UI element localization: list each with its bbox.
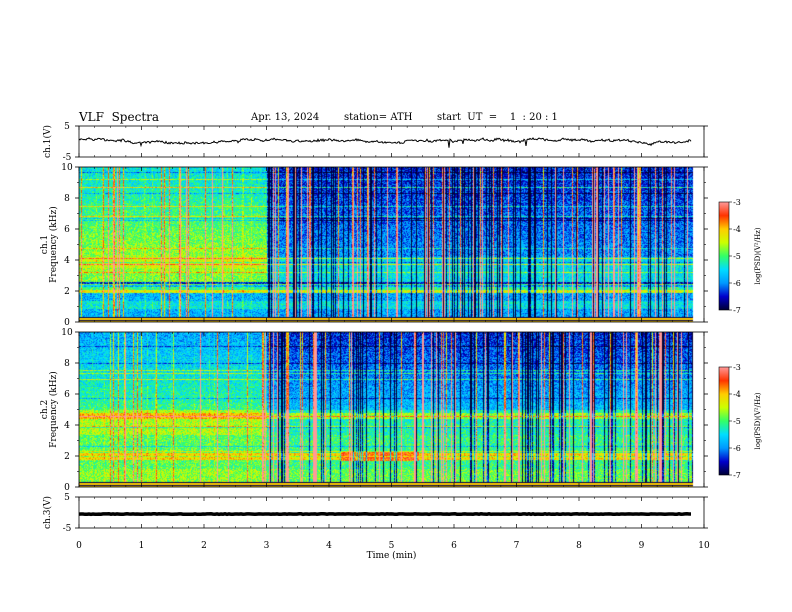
ytick-label: 2 <box>64 287 70 297</box>
ytick-label: 4 <box>64 421 70 431</box>
xtick-label: 9 <box>639 541 645 551</box>
colorbar-tick-label: -5 <box>733 417 741 426</box>
start-time-label: start UT = 1 : 20 : 1 <box>437 112 558 123</box>
ch1-trace <box>78 137 692 148</box>
ytick-label: 10 <box>61 163 73 173</box>
ytick-label: 5 <box>64 493 70 503</box>
ylabel-frequency: Frequency (kHz) <box>48 371 59 448</box>
ytick-label: 2 <box>64 452 70 462</box>
xtick-label: 4 <box>326 541 332 551</box>
ytick-label: 4 <box>64 256 70 266</box>
colorbar-tick-label: -7 <box>733 471 741 480</box>
xtick-label: 6 <box>451 541 457 551</box>
xtick-label: 3 <box>264 541 270 551</box>
ytick-label: 10 <box>61 328 73 338</box>
colorbar-ch1 <box>718 201 730 311</box>
colorbar-tick-label: -6 <box>733 444 741 453</box>
ylabel-channel: ch.1 <box>40 235 50 254</box>
ylabel-channel: ch.2 <box>40 400 50 419</box>
colorbar-tick-label: -5 <box>733 252 741 261</box>
spectrogram-ch2 <box>79 332 704 487</box>
colorbar-tick-label: -7 <box>733 306 741 315</box>
station-label: station= ATH <box>344 112 413 123</box>
colorbar-label: log(PSD)(V²/Hz) <box>754 392 762 449</box>
ytick-label: -5 <box>63 524 72 534</box>
page-title: VLF Spectra <box>79 110 160 124</box>
xtick-label: 7 <box>514 541 520 551</box>
xtick-label: 8 <box>576 541 582 551</box>
date-label: Apr. 13, 2024 <box>251 112 320 123</box>
ch3-trace <box>78 511 691 517</box>
xtick-label: 10 <box>698 541 710 551</box>
colorbar-ch2 <box>718 366 730 476</box>
colorbar-tick-label: -3 <box>733 198 741 207</box>
colorbar-tick-label: -6 <box>733 279 741 288</box>
ylabel-voltage: ch.1(V) <box>42 125 53 158</box>
ylabel-voltage: ch.3(V) <box>42 496 53 529</box>
ytick-label: 6 <box>64 225 70 235</box>
colorbar-tick-label: -4 <box>733 390 741 399</box>
colorbar-tick-label: -4 <box>733 225 741 234</box>
xtick-label: 1 <box>139 541 145 551</box>
ytick-label: 5 <box>64 122 70 132</box>
ytick-label: 0 <box>64 483 70 493</box>
ytick-label: 6 <box>64 390 70 400</box>
xtick-label: 5 <box>389 541 395 551</box>
ytick-label: 0 <box>64 318 70 328</box>
xtick-label: 2 <box>201 541 207 551</box>
spectrogram-ch1 <box>79 167 704 322</box>
ylabel-frequency: Frequency (kHz) <box>48 206 59 283</box>
colorbar-label: log(PSD)(V²/Hz) <box>754 227 762 284</box>
ytick-label: 8 <box>64 359 70 369</box>
xaxis-label: Time (min) <box>367 550 417 561</box>
ytick-label: -5 <box>63 153 72 163</box>
xtick-label: 0 <box>76 541 82 551</box>
ytick-label: 8 <box>64 194 70 204</box>
colorbar-tick-label: -3 <box>733 363 741 372</box>
